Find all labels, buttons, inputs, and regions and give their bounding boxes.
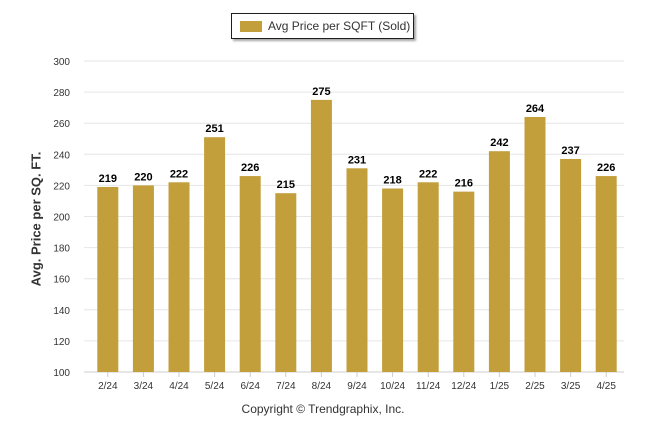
legend-label: Avg Price per SQFT (Sold) [268,19,411,33]
data-label: 218 [383,175,401,187]
y-tick-label: 120 [53,337,70,348]
copyright-footer: Copyright © Trendgraphix, Inc. [241,402,405,416]
x-tick-label: 7/24 [276,381,296,392]
data-label: 219 [99,173,117,185]
data-label: 237 [561,145,579,157]
x-tick-label: 9/24 [347,381,367,392]
x-tick-label: 10/24 [380,381,405,392]
bar [132,185,154,372]
legend: Avg Price per SQFT (Sold) [231,13,414,39]
y-tick-label: 100 [53,368,70,379]
bar [560,158,582,372]
x-tick-label: 4/25 [596,381,616,392]
bar [239,176,261,372]
x-tick-label: 11/24 [416,381,441,392]
bar [310,99,332,372]
y-tick-label: 260 [53,119,70,130]
data-label: 215 [277,179,295,191]
bar [275,193,297,372]
bar [595,176,617,372]
bar [97,186,119,372]
data-label: 226 [241,162,259,174]
data-label: 275 [312,86,330,98]
y-tick-label: 200 [53,213,70,224]
bar [488,151,510,372]
data-label: 264 [526,103,545,115]
bar [524,116,546,372]
bar [168,182,190,372]
data-label: 220 [134,171,152,183]
x-tick-label: 4/24 [169,381,189,392]
y-tick-label: 220 [53,181,70,192]
x-tick-label: 3/25 [561,381,581,392]
bar [417,182,439,372]
x-tick-label: 8/24 [312,381,332,392]
data-label: 216 [455,178,473,190]
x-tick-label: 3/24 [134,381,154,392]
x-tick-label: 5/24 [205,381,225,392]
legend-swatch [240,20,262,32]
bar [453,191,475,372]
bar [204,137,226,372]
y-tick-label: 140 [53,306,70,317]
bar [382,188,404,372]
x-tick-label: 6/24 [240,381,260,392]
x-tick-label: 1/25 [490,381,510,392]
data-label: 231 [348,154,366,166]
data-label: 222 [170,168,188,180]
x-tick-label: 12/24 [451,381,476,392]
data-label: 222 [419,168,437,180]
y-tick-label: 240 [53,150,70,161]
data-label: 226 [597,162,615,174]
y-tick-label: 300 [53,57,70,68]
y-tick-label: 160 [53,275,70,286]
data-label: 242 [490,137,508,149]
y-tick-label: 180 [53,244,70,255]
data-label: 251 [205,123,223,135]
x-tick-label: 2/24 [98,381,118,392]
x-tick-label: 2/25 [525,381,545,392]
bar [346,168,368,372]
y-tick-label: 280 [53,88,70,99]
